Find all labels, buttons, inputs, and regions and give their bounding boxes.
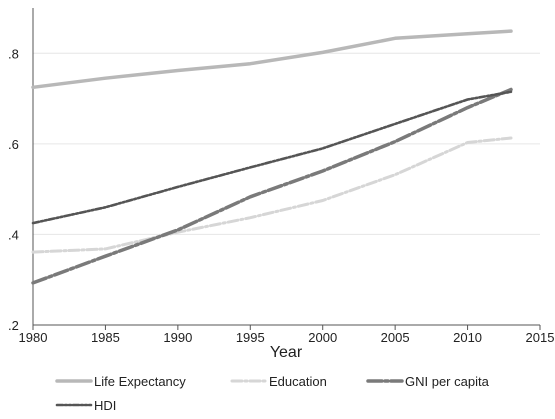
x-tick-label: 1995 <box>236 330 265 345</box>
x-tick-label: 2000 <box>308 330 337 345</box>
ticks: .2 .4 .6 .8 1980 1985 1990 1995 2000 2005 2010 2015 <box>8 46 554 345</box>
legend-label: GNI per capita <box>405 374 490 389</box>
legend-label: Life Expectancy <box>94 374 186 389</box>
y-tick-label: .4 <box>8 227 19 242</box>
x-tick-label: 2005 <box>381 330 410 345</box>
series-line-gni-per-capita <box>31 87 513 285</box>
legend-label: Education <box>269 374 327 389</box>
series-line-life-expectancy <box>31 29 513 90</box>
legend: Life Expectancy Education GNI per capita HD… <box>55 374 490 413</box>
x-tick-label: 1985 <box>91 330 120 345</box>
x-axis-title: Year <box>270 344 303 361</box>
x-tick-label: 1980 <box>19 330 48 345</box>
series-line-education <box>31 136 513 254</box>
gridlines <box>33 52 540 235</box>
x-tick-label: 2015 <box>526 330 555 345</box>
x-tick-label: 1990 <box>163 330 192 345</box>
series-layer <box>31 29 513 285</box>
series-line-hdi <box>31 90 513 225</box>
y-tick-label: .8 <box>8 46 19 61</box>
legend-label: HDI <box>94 398 116 413</box>
y-tick-label: .2 <box>8 318 19 333</box>
y-tick-label: .6 <box>8 137 19 152</box>
x-tick-label: 2010 <box>453 330 482 345</box>
axes <box>32 8 540 326</box>
